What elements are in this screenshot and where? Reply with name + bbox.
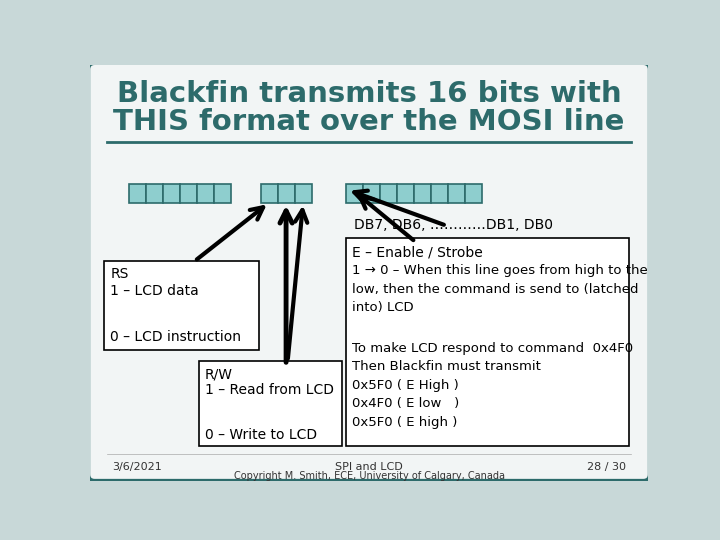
- Text: E – Enable / Strobe: E – Enable / Strobe: [352, 246, 482, 260]
- Bar: [380, 184, 397, 202]
- Text: Copyright M. Smith, ECE, University of Calgary, Canada: Copyright M. Smith, ECE, University of C…: [233, 471, 505, 481]
- Bar: [448, 184, 465, 202]
- Text: 3/6/2021: 3/6/2021: [112, 462, 161, 472]
- Text: 1 – Read from LCD

0 – Write to LCD: 1 – Read from LCD 0 – Write to LCD: [204, 383, 333, 442]
- Text: RS: RS: [110, 267, 129, 281]
- Bar: [104, 261, 259, 350]
- Bar: [346, 238, 629, 446]
- Text: DB7, DB6, …………DB1, DB0: DB7, DB6, …………DB1, DB0: [354, 218, 552, 232]
- Bar: [214, 184, 231, 202]
- Text: R/W: R/W: [204, 367, 233, 381]
- Text: To make LCD respond to command  0x4F0
Then Blackfin must transmit
0x5F0 ( E High: To make LCD respond to command 0x4F0 The…: [352, 342, 633, 429]
- Bar: [261, 184, 277, 202]
- Bar: [277, 184, 294, 202]
- Bar: [397, 184, 414, 202]
- Bar: [163, 184, 180, 202]
- Text: THIS format over the MOSI line: THIS format over the MOSI line: [113, 108, 625, 136]
- Bar: [465, 184, 482, 202]
- Bar: [431, 184, 448, 202]
- Text: 1 → 0 – When this line goes from high to the
low, then the command is send to (l: 1 → 0 – When this line goes from high to…: [352, 264, 648, 314]
- Text: Blackfin transmits 16 bits with: Blackfin transmits 16 bits with: [117, 80, 621, 108]
- Bar: [197, 184, 214, 202]
- Bar: [363, 184, 380, 202]
- Bar: [199, 361, 342, 446]
- Bar: [346, 184, 363, 202]
- Text: 28 / 30: 28 / 30: [588, 462, 626, 472]
- Text: 1 – LCD data

0 – LCD instruction: 1 – LCD data 0 – LCD instruction: [110, 284, 241, 344]
- Bar: [294, 184, 312, 202]
- Bar: [129, 184, 145, 202]
- Bar: [145, 184, 163, 202]
- Text: SPI and LCD: SPI and LCD: [335, 462, 403, 472]
- Bar: [180, 184, 197, 202]
- FancyBboxPatch shape: [89, 63, 649, 481]
- Bar: [414, 184, 431, 202]
